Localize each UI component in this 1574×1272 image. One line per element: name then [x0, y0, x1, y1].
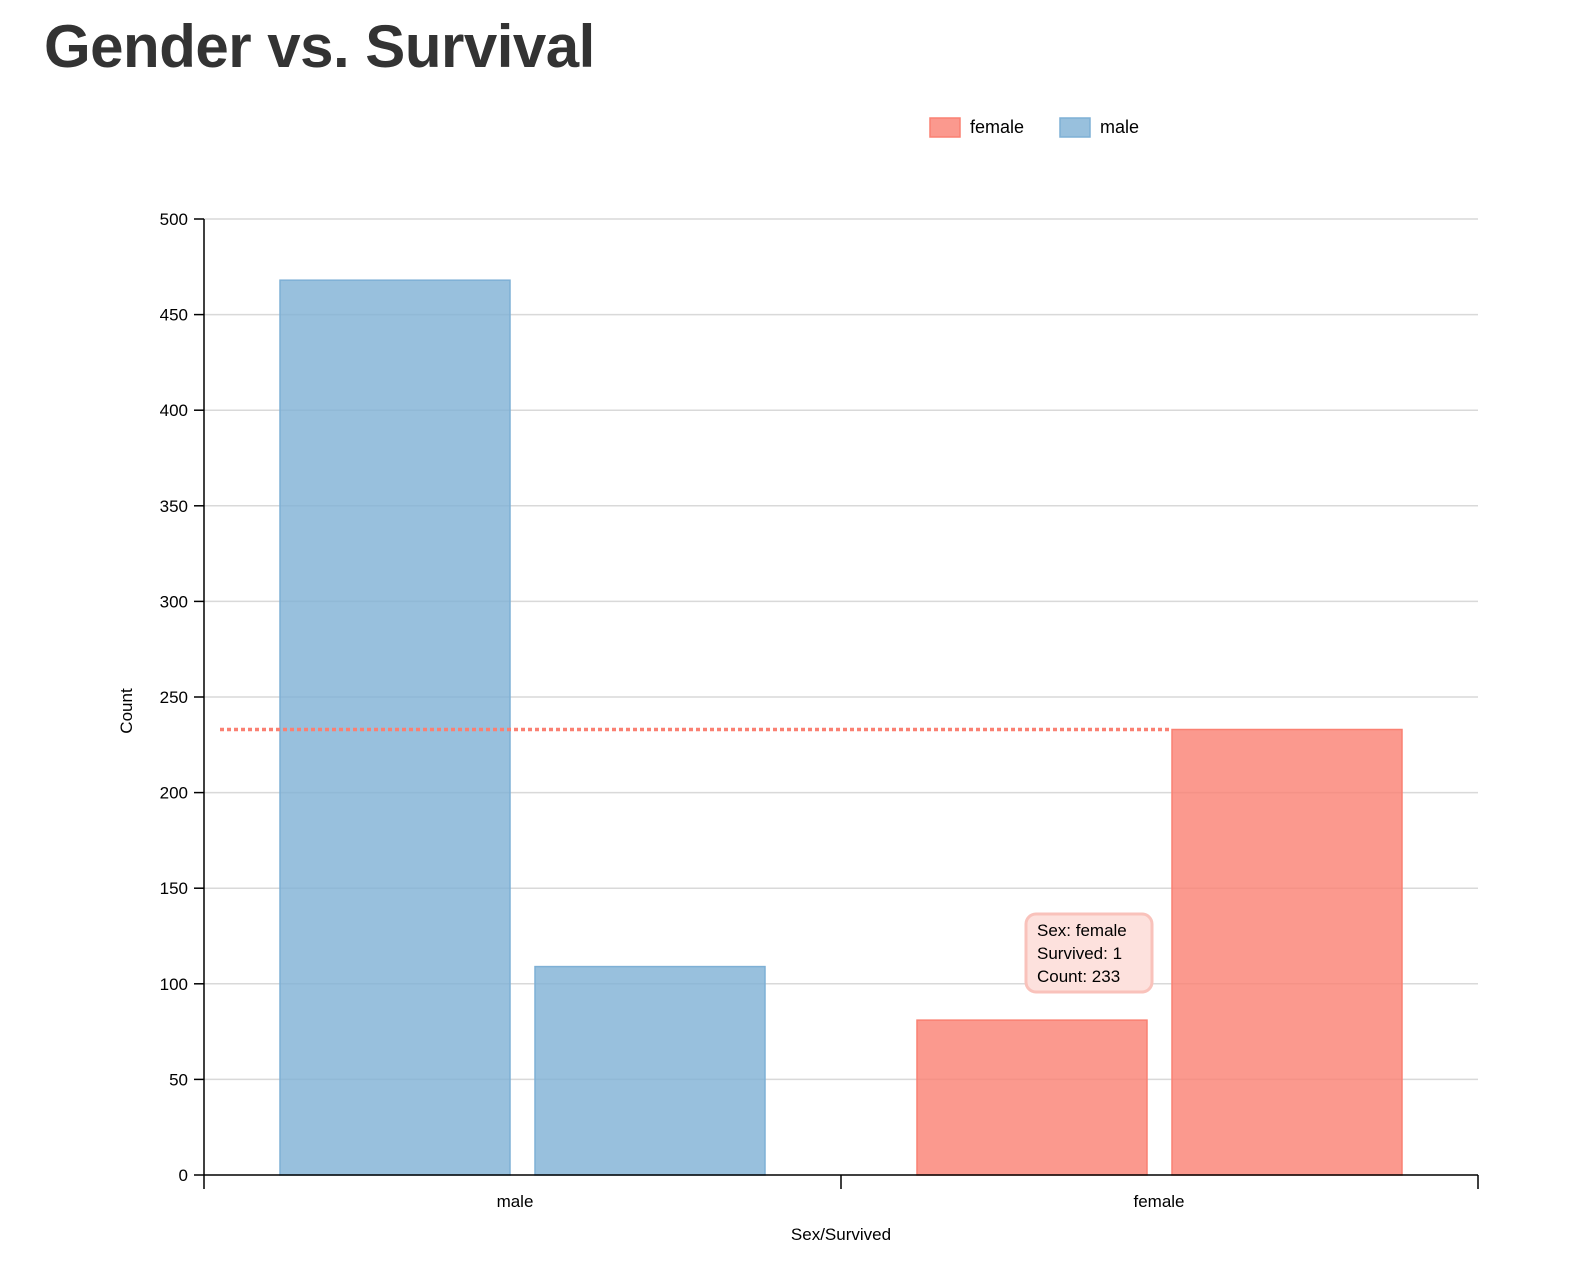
page-title: Gender vs. Survival — [44, 13, 595, 80]
tooltip-line: Count: 233 — [1037, 967, 1120, 986]
tooltip-box — [1024, 912, 1154, 994]
y-tick-label: 100 — [160, 975, 188, 994]
bars — [279, 279, 1403, 1176]
x-tick-label: female — [1133, 1192, 1184, 1211]
tooltip-line: Sex: female — [1037, 921, 1127, 940]
x-axis: male female Sex/Survived — [203, 1174, 1479, 1244]
y-tick-label: 50 — [169, 1070, 188, 1089]
y-tick-label: 300 — [160, 592, 188, 611]
y-tick-label: 200 — [160, 784, 188, 803]
bar-female-survived-0[interactable] — [916, 1019, 1148, 1176]
y-tick-label: 400 — [160, 401, 188, 420]
x-axis-title: Sex/Survived — [791, 1225, 891, 1244]
y-axis: 0 50 100 150 200 250 300 350 400 450 500 Count — [117, 210, 205, 1185]
y-tick-label: 450 — [160, 306, 188, 325]
y-tick-label: 150 — [160, 879, 188, 898]
tooltip: Sex: female Survived: 1 Count: 233 — [1024, 912, 1154, 994]
y-tick-label: 0 — [179, 1166, 188, 1185]
x-tick-label: male — [497, 1192, 534, 1211]
bar-male-survived-1[interactable] — [534, 965, 766, 1176]
legend-swatch-female[interactable] — [929, 117, 961, 138]
bar-female-survived-1[interactable] — [1171, 728, 1403, 1176]
tooltip-line: Survived: 1 — [1037, 944, 1122, 963]
bar-male-survived-0[interactable] — [279, 279, 511, 1176]
legend-label-female: female — [970, 117, 1024, 137]
legend: female male — [929, 117, 1139, 138]
legend-label-male: male — [1100, 117, 1139, 137]
y-tick-label: 350 — [160, 497, 188, 516]
legend-swatch-male[interactable] — [1059, 117, 1091, 138]
y-axis-title: Count — [117, 688, 136, 734]
y-tick-label: 500 — [160, 210, 188, 229]
y-tick-label: 250 — [160, 688, 188, 707]
